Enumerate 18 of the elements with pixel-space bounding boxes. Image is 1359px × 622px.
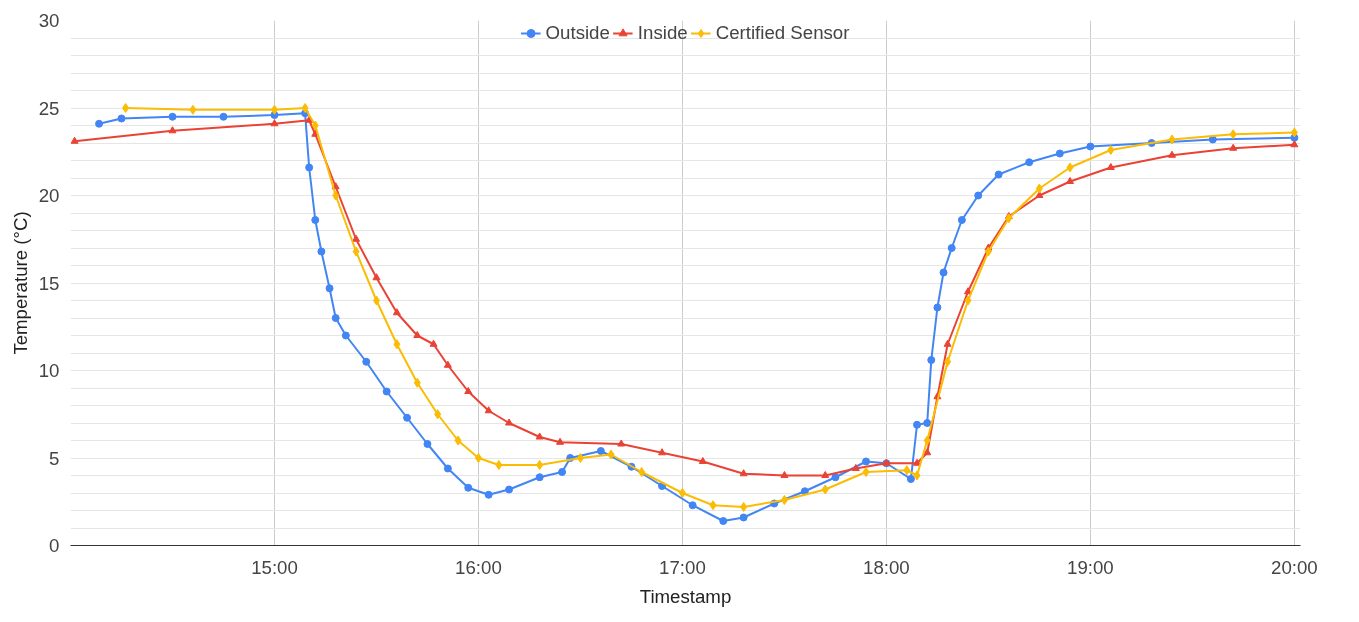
x-tick-label: 15:00 <box>251 556 298 578</box>
y-axis-title: Temperature (°C) <box>9 211 31 355</box>
x-tick-label: 16:00 <box>455 556 502 578</box>
y-tick-label: 15 <box>38 272 60 294</box>
legend-label: Outside <box>545 22 610 44</box>
y-tick-label: 30 <box>38 10 60 31</box>
x-tick-label: 17:00 <box>659 556 706 578</box>
y-tick-label: 10 <box>38 360 60 381</box>
x-axis-title: Timestamp <box>639 585 732 607</box>
y-tick-label: 5 <box>49 447 60 469</box>
x-tick-label: 19:00 <box>1067 556 1114 578</box>
y-tick-label: 25 <box>38 97 60 119</box>
legend-label: Inside <box>637 22 688 44</box>
x-tick-label: 18:00 <box>863 556 910 578</box>
legend-label: Certified Sensor <box>715 22 850 44</box>
x-tick-label: 20:00 <box>1271 556 1318 578</box>
y-tick-label: 0 <box>49 535 60 556</box>
y-tick-label: 20 <box>38 185 60 206</box>
